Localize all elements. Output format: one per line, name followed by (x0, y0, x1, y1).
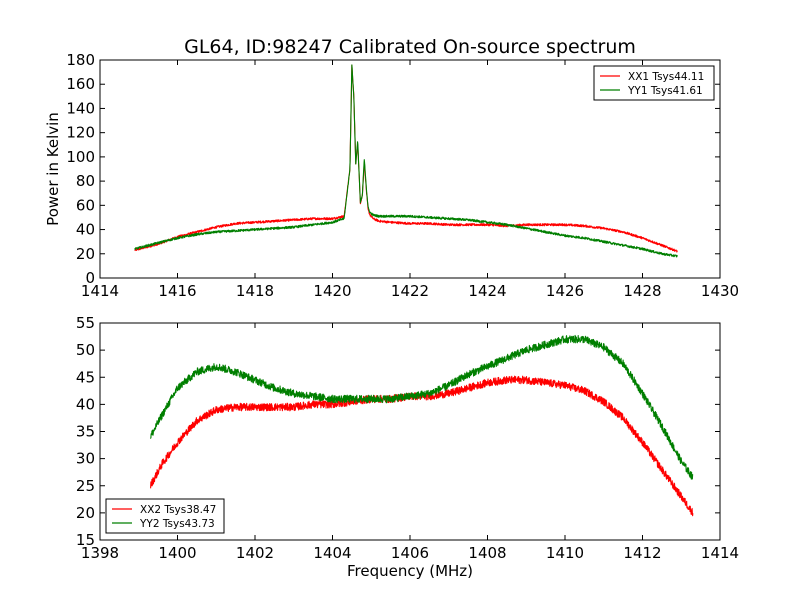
legend-label: YY1 Tsys41.61 (627, 85, 703, 97)
x-tick-label: 1428 (623, 282, 661, 300)
legend-box (105, 498, 225, 534)
x-tick-label: 1414 (81, 282, 119, 300)
x-tick-label: 1424 (468, 282, 506, 300)
legend-label: XX2 Tsys38.47 (140, 504, 216, 516)
legend-label: YY2 Tsys43.73 (139, 518, 215, 530)
y-tick-label: 40 (76, 395, 95, 413)
y-tick-label: 120 (66, 124, 95, 142)
x-tick-label: 1402 (236, 544, 274, 562)
y-tick-label: 100 (66, 148, 95, 166)
y-tick-label: 140 (66, 99, 95, 117)
spectrum-panel-top: 1414 1416 1418 1420 1422 1424 1426 1428 1430 0 20 4… (44, 51, 739, 300)
y-axis-title: Power in Kelvin (44, 112, 62, 226)
y-tick-label: 60 (76, 196, 95, 214)
legend-label: XX1 Tsys44.11 (628, 71, 704, 83)
x-tick-label: 1422 (391, 282, 429, 300)
x-tick-label: 1430 (701, 282, 739, 300)
y-tick-label: 15 (76, 531, 95, 549)
x-tick-label: 1404 (313, 544, 351, 562)
legend: XX1 Tsys44.11 YY1 Tsys41.61 (593, 65, 715, 101)
y-tick-label: 20 (76, 504, 95, 522)
y-tick-label: 25 (76, 477, 95, 495)
y-tick-label: 30 (76, 450, 95, 468)
y-tick-label: 50 (76, 341, 95, 359)
x-tick-label: 1406 (391, 544, 429, 562)
chart-title: GL64, ID:98247 Calibrated On-source spec… (184, 36, 636, 58)
x-tick-label: 1420 (313, 282, 351, 300)
x-tick-label: 1408 (468, 544, 506, 562)
x-tick-label: 1412 (623, 544, 661, 562)
y-tick-label: 20 (76, 245, 95, 263)
x-tick-label: 1418 (236, 282, 274, 300)
x-tick-label: 1426 (546, 282, 584, 300)
x-tick-label: 1400 (158, 544, 196, 562)
x-axis-title: Frequency (MHz) (347, 562, 473, 580)
x-tick-label: 1416 (158, 282, 196, 300)
y-tick-label: 80 (76, 172, 95, 190)
x-tick-label: 1414 (701, 544, 739, 562)
series-line-yy (134, 64, 678, 258)
legend: XX2 Tsys38.47 YY2 Tsys43.73 (105, 498, 225, 534)
y-tick-label: 180 (66, 51, 95, 69)
y-tick-label: 160 (66, 75, 95, 93)
x-tick-label: 1410 (546, 544, 584, 562)
legend-box (593, 65, 715, 101)
y-tick-label: 40 (76, 221, 95, 239)
y-tick-label: 35 (76, 423, 95, 441)
x-tick-label: 1398 (81, 544, 119, 562)
y-tick-label: 55 (76, 314, 95, 332)
series-line-xx (134, 64, 678, 253)
series-line-yy (149, 334, 694, 480)
y-tick-label: 45 (76, 368, 95, 386)
y-tick-label: 0 (85, 269, 95, 287)
spectrum-panel-bottom: 1398 1400 1402 1404 1406 1408 1410 1412 1414 15 20… (76, 314, 739, 562)
